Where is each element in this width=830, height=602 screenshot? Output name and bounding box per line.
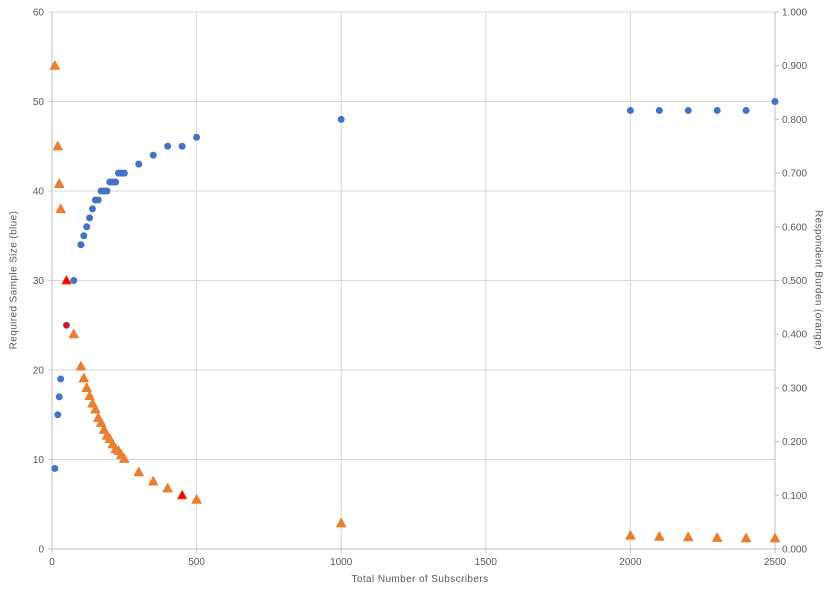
data-point [713,106,721,114]
tick-label: 0.000 [782,545,807,556]
tick-label: 0.200 [782,437,807,448]
data-point [178,142,186,150]
data-point [654,531,665,541]
tick-label: 0.600 [782,222,807,233]
series-respondent-burden-orange- [49,60,781,543]
data-point [740,532,752,543]
tick-label: 500 [188,557,205,568]
data-point [162,483,173,493]
tick-label: 20 [33,366,45,377]
data-point [769,532,781,543]
tick-label: 0.300 [782,383,807,394]
data-point [712,532,723,542]
data-point [68,328,79,339]
tick-label: 0.900 [782,61,807,72]
tick-label: 0.700 [782,169,807,180]
tick-label: 50 [33,97,45,108]
right-tick-labels: 0.000 0.100 0.200 0.300 0.400 0.500 0.600 0.700… [782,8,807,556]
data-point [57,375,65,383]
x-axis-title: Total Number of Subscribers [351,574,489,585]
data-point [94,196,102,204]
tick-label: 0.100 [782,491,807,502]
tick-label: 0 [49,557,55,568]
data-point [120,169,128,177]
series-highlighted-sample-size-red- [63,322,70,328]
data-point [112,178,120,186]
data-point [49,60,60,70]
tick-marks [51,11,779,553]
tick-label: 1.000 [782,8,807,19]
data-point [75,361,87,371]
data-point [119,453,130,463]
tick-label: 1500 [475,557,498,568]
data-point [626,106,634,114]
tick-label: 2500 [764,557,787,568]
data-point [149,151,157,159]
tick-label: 0.800 [782,115,807,126]
data-point [336,517,347,528]
data-point [63,322,70,328]
series-required-sample-size-blue- [51,98,779,472]
data-point [133,466,144,477]
data-point [54,178,65,188]
data-point [55,393,63,401]
data-point [84,390,95,401]
data-point [55,203,66,214]
data-point [148,476,159,486]
data-point [103,187,111,195]
x-tick-labels: 0 500 1000 1500 2000 2500 [49,557,786,568]
data-point [86,214,94,222]
data-point [337,115,345,123]
data-point [78,372,89,383]
tick-label: 30 [33,276,45,287]
tick-label: 1000 [330,557,353,568]
tick-label: 0 [38,545,44,556]
data-point [90,404,101,414]
data-point [96,417,107,427]
data-point [83,223,91,231]
data-point [54,411,62,419]
series-highlighted-burden-red- [62,276,187,499]
tick-label: 40 [33,187,45,198]
left-tick-labels: 0 10 20 30 40 50 60 [33,8,45,556]
data-point [655,106,663,114]
tick-label: 0.500 [782,276,807,287]
data-point [683,531,694,542]
data-point [80,232,88,240]
data-point [193,133,201,141]
data-point [52,140,63,151]
data-point [164,142,172,150]
data-point [135,160,143,168]
data-point [191,494,202,504]
data-point [625,530,636,540]
data-point [742,106,750,114]
data-point [62,276,71,284]
data-point [684,106,692,114]
gridlines [48,11,776,549]
data-point [81,382,92,392]
data-point [771,98,779,105]
data-point [51,464,59,472]
data-point [88,205,96,213]
tick-label: 0.400 [782,330,807,341]
data-point [77,241,85,249]
data-point [70,277,78,284]
data-point [178,491,187,499]
tick-label: 2000 [619,557,642,568]
left-axis-title: Required Sample Size (blue) [8,210,20,350]
tick-label: 60 [33,8,45,19]
right-axis-title: Respondent Burden (orange) [812,210,824,350]
tick-label: 10 [33,455,45,466]
